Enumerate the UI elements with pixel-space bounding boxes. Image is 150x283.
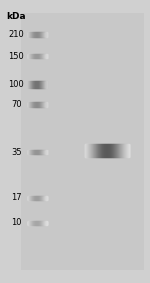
FancyBboxPatch shape bbox=[21, 13, 144, 270]
Text: 70: 70 bbox=[11, 100, 21, 109]
Text: 17: 17 bbox=[11, 193, 21, 202]
Text: 35: 35 bbox=[11, 148, 21, 157]
Text: kDa: kDa bbox=[6, 12, 26, 21]
Text: 100: 100 bbox=[8, 80, 24, 89]
Text: 210: 210 bbox=[8, 30, 24, 39]
Text: 10: 10 bbox=[11, 218, 21, 227]
Text: 150: 150 bbox=[8, 52, 24, 61]
